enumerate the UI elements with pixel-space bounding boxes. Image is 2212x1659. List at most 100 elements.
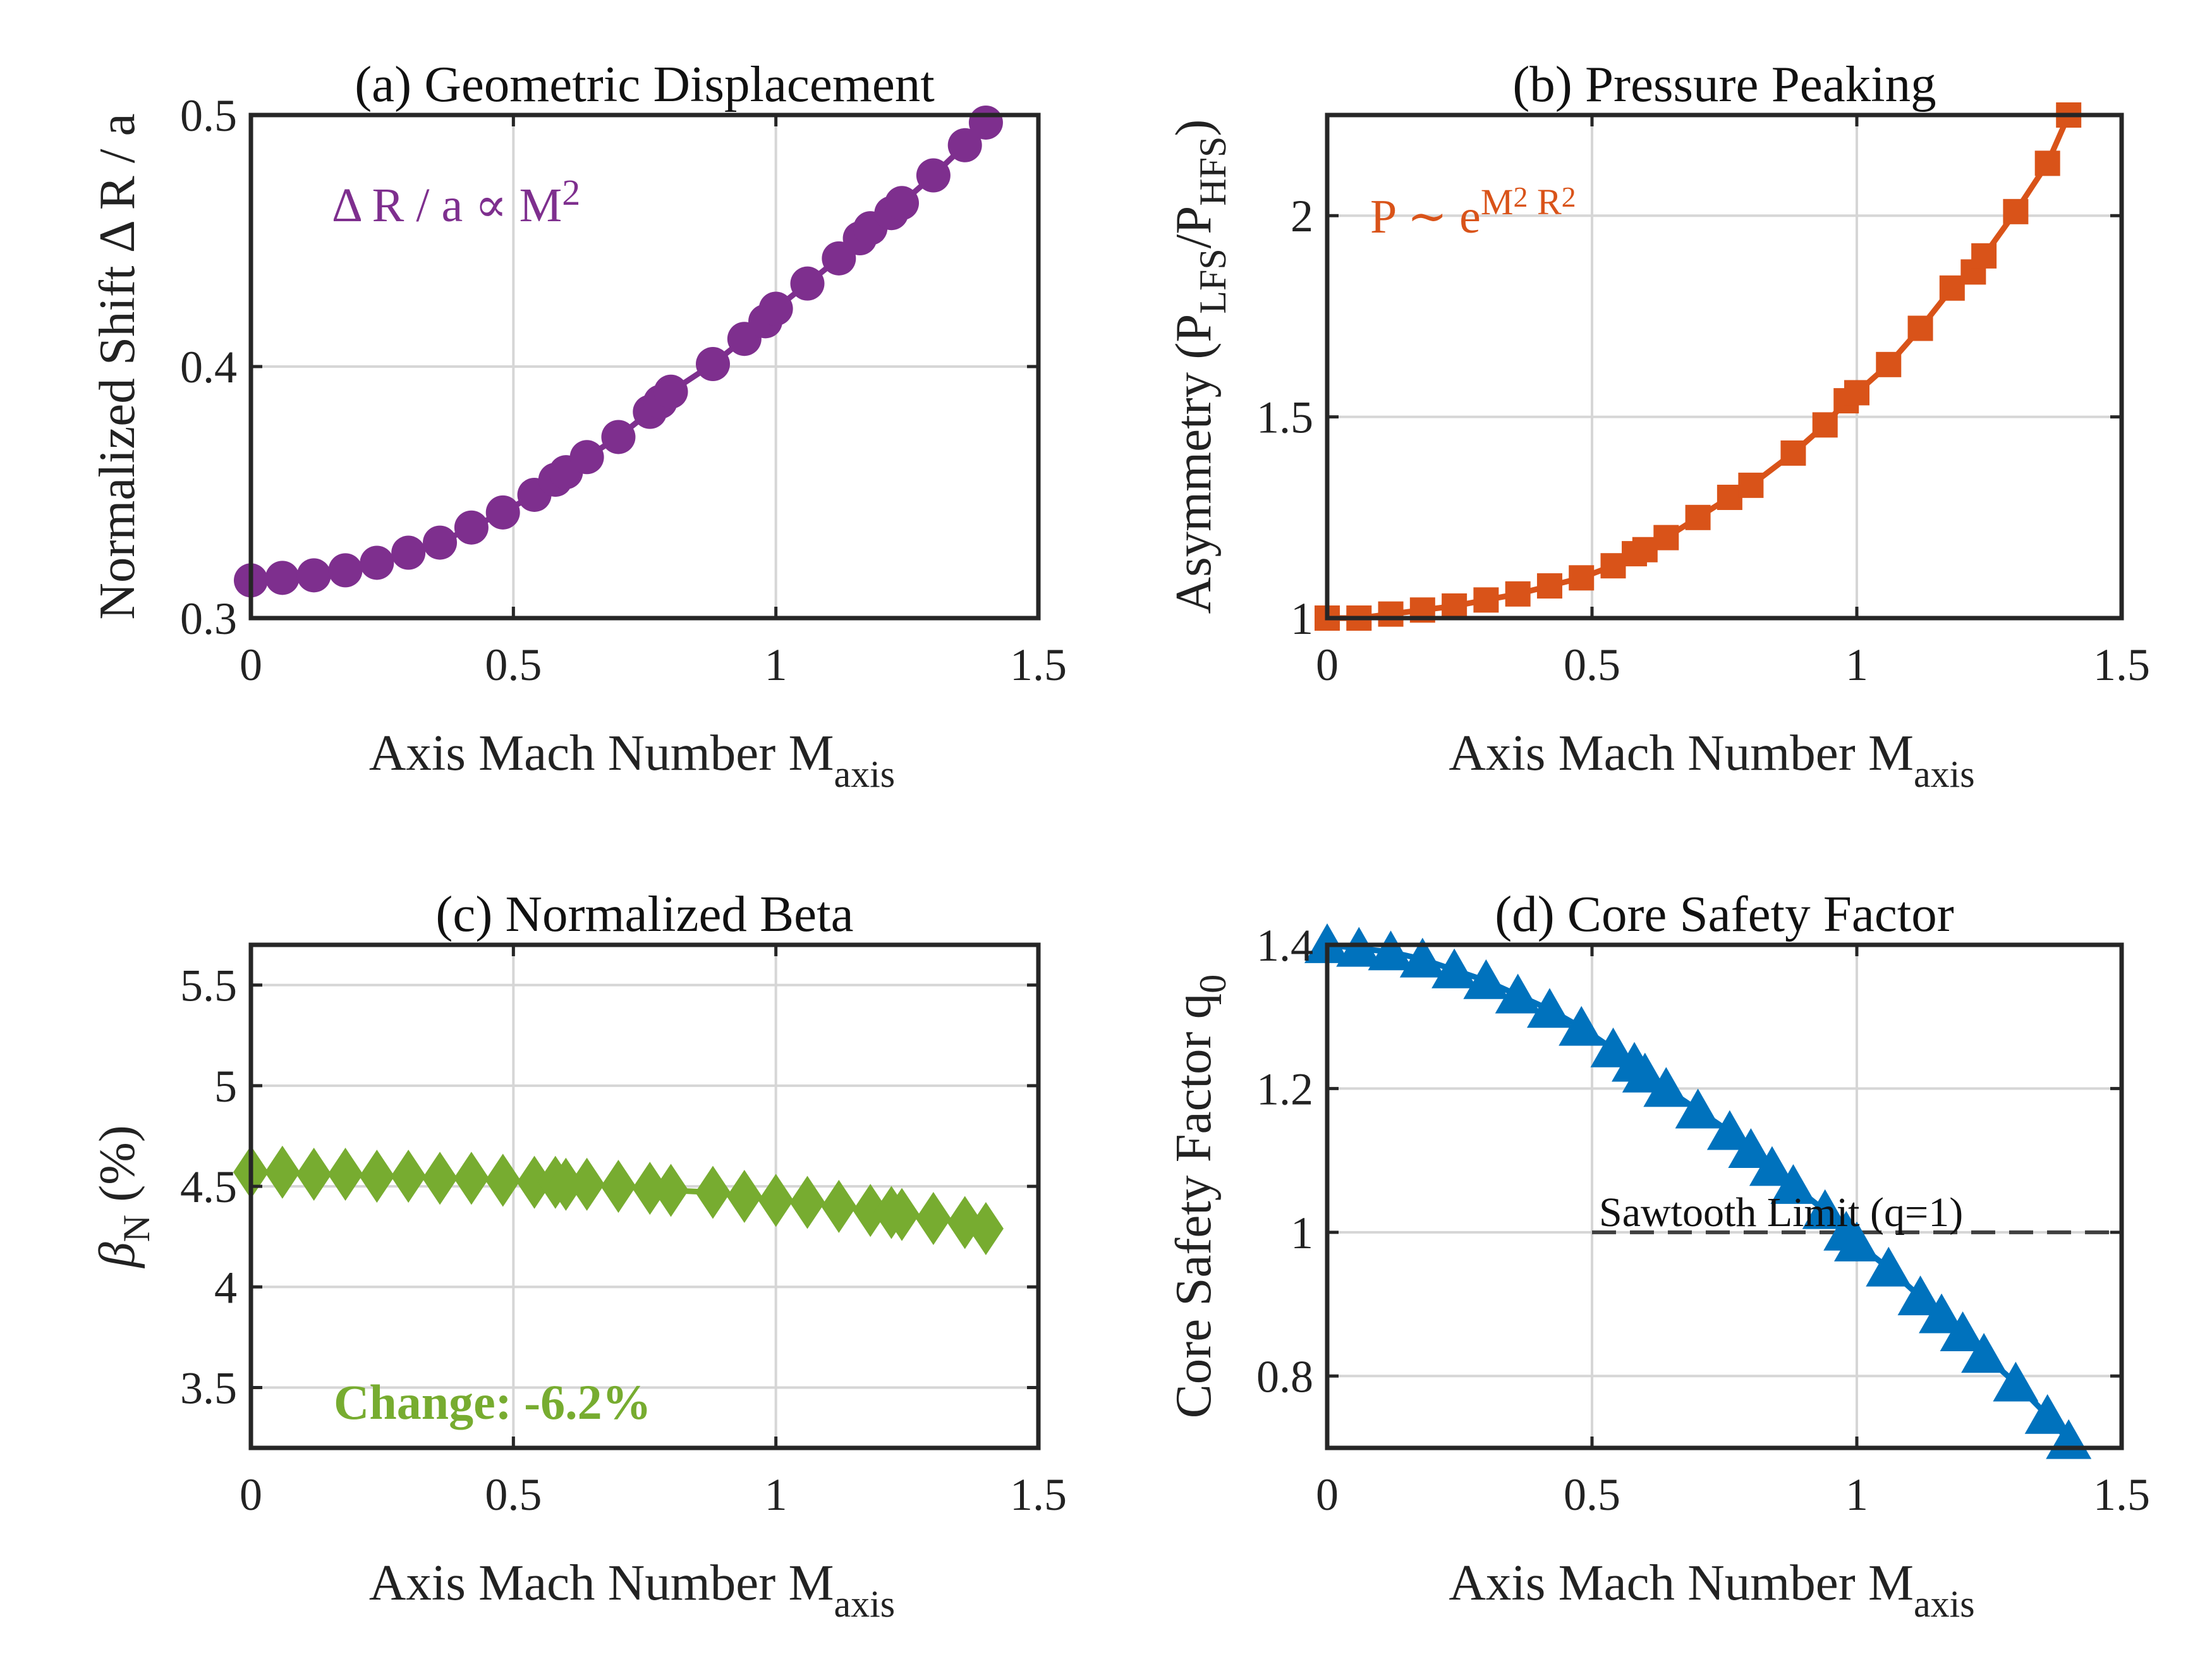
panel-a: 0 0.5 1 1.5 0.3 0.4 0.5 (a) Geometric Displacem… <box>88 56 1067 795</box>
y-tick-label: 0.3 <box>180 593 237 644</box>
data-point <box>1993 1361 2039 1402</box>
data-point <box>1473 587 1499 613</box>
y-axis-label-end: (%) <box>88 1125 145 1215</box>
y-tick-label: 1.5 <box>1256 392 1313 443</box>
x-axis-label: Axis Mach Number Maxis <box>1449 724 1974 795</box>
axes-box <box>248 942 1041 1450</box>
y-tick-label: 0.4 <box>180 342 237 392</box>
y-tick-label: 5.5 <box>180 961 237 1011</box>
data-point <box>821 1179 857 1233</box>
data-point <box>853 1184 889 1237</box>
data-point <box>1536 573 1562 599</box>
y-axis-label-end: ) <box>1165 119 1222 137</box>
data-point <box>1844 380 1869 406</box>
data-point <box>423 525 458 560</box>
data-point <box>601 420 636 454</box>
data-point <box>1834 1221 1880 1261</box>
data-point <box>485 495 520 530</box>
y-tick-label: 1 <box>1291 593 1313 644</box>
data-point <box>569 1157 605 1211</box>
data-point <box>1749 1146 1795 1186</box>
annotation-sup: M <box>1481 181 1514 222</box>
y-axis-label-mid: /P <box>1165 206 1222 249</box>
data-point <box>1876 351 1902 377</box>
x-tick-label: 0.5 <box>1564 1469 1620 1520</box>
data-point <box>1600 553 1626 579</box>
x-axis-label: Axis Mach Number Maxis <box>1449 1554 1974 1625</box>
y-axis-label-sub: LFS <box>1192 248 1234 313</box>
y-axis-label: Asymmetry (PLFS/PHFS) <box>1165 119 1234 614</box>
data-point <box>1590 1027 1636 1067</box>
data-point <box>516 1155 552 1209</box>
data-point <box>1431 948 1478 988</box>
y-axis-label: Core Safety Factor q0 <box>1165 975 1234 1419</box>
data-point <box>1622 1052 1668 1093</box>
x-tick-label: 1.5 <box>1010 1469 1067 1520</box>
data-point <box>1378 601 1404 627</box>
data-point <box>1643 1067 1689 1107</box>
x-axis-label-main: Axis Mach Number M <box>1449 1554 1914 1611</box>
reference-line-label: Sawtooth Limit (q=1) <box>1599 1189 1963 1236</box>
data-point <box>296 1147 332 1201</box>
data-point <box>916 158 951 193</box>
data-point <box>695 347 730 382</box>
y-axis-label-main: Core Safety Factor q <box>1165 994 1222 1419</box>
x-tick-label: 1.5 <box>2093 640 2150 690</box>
x-tick-label: 1 <box>1845 1469 1868 1520</box>
data-point <box>726 1170 762 1223</box>
x-tick-label: 0.5 <box>1564 640 1620 690</box>
panel-d: Sawtooth Limit (q=1) 0 0.5 1 1.5 0.8 1 1.2 1.4 (d… <box>1165 885 2150 1625</box>
data-point <box>264 1145 300 1199</box>
annotation: Change: -6.2% <box>334 1375 652 1430</box>
data-point <box>1780 440 1806 466</box>
data-point <box>758 291 793 326</box>
data-point <box>947 128 982 162</box>
chart-title: (a) Geometric Displacement <box>355 56 935 112</box>
x-tick-label: 0.5 <box>485 640 542 690</box>
data-point <box>1526 988 1572 1028</box>
x-axis-label-sub: axis <box>834 1583 896 1625</box>
data-point <box>265 561 300 595</box>
y-tick-label: 1 <box>1291 1208 1313 1258</box>
data-point <box>1866 1246 1912 1287</box>
x-tick-label: 1 <box>765 1469 787 1520</box>
panel-c: 0 0.5 1 1.5 3.5 4 4.5 5 5.5 (c) Normalized Beta Ax… <box>88 885 1067 1625</box>
data-point <box>695 1165 731 1219</box>
data-point <box>1368 930 1414 971</box>
data-point <box>1495 973 1541 1014</box>
y-tick-label: 1.4 <box>1256 920 1313 971</box>
y-tick-label: 1.2 <box>1256 1064 1313 1114</box>
data-point <box>328 553 363 588</box>
data-point <box>485 1153 521 1207</box>
x-tick-label: 0.5 <box>485 1469 542 1520</box>
annotation-main: Δ R / a ∝ M <box>332 179 562 232</box>
data-point <box>968 105 1003 140</box>
annotation-sup: 2 <box>562 172 580 213</box>
data-point <box>296 558 331 593</box>
x-axis-label-main: Axis Mach Number M <box>369 724 834 781</box>
data-point <box>548 1157 584 1211</box>
y-tick-label: 5 <box>214 1061 237 1112</box>
data-point <box>1897 1275 1943 1316</box>
data-point <box>454 510 489 545</box>
data-point <box>1738 472 1764 498</box>
data-point <box>758 1174 794 1227</box>
panel-b: 0 0.5 1 1.5 1 1.5 2 (b) Pressure Peaking Axis Ma… <box>1165 56 2150 795</box>
x-tick-label: 0 <box>240 1469 262 1520</box>
annotation-sup: 2 <box>1513 181 1528 213</box>
data-point <box>653 374 688 409</box>
data-point <box>632 1162 668 1215</box>
axes-box <box>1325 112 2124 621</box>
x-tick-label: 0 <box>1316 1469 1339 1520</box>
data-point <box>1399 937 1445 978</box>
data-point <box>569 440 604 475</box>
data-point <box>391 1150 427 1203</box>
data-point <box>968 1201 1004 1255</box>
data-point <box>1907 315 1933 341</box>
y-axis-label: βN (%) <box>88 1125 157 1268</box>
y-tick-label: 4.5 <box>180 1162 237 1212</box>
chart-title: (d) Core Safety Factor <box>1495 885 1954 942</box>
data-point <box>453 1152 489 1205</box>
data-point <box>422 1152 458 1205</box>
